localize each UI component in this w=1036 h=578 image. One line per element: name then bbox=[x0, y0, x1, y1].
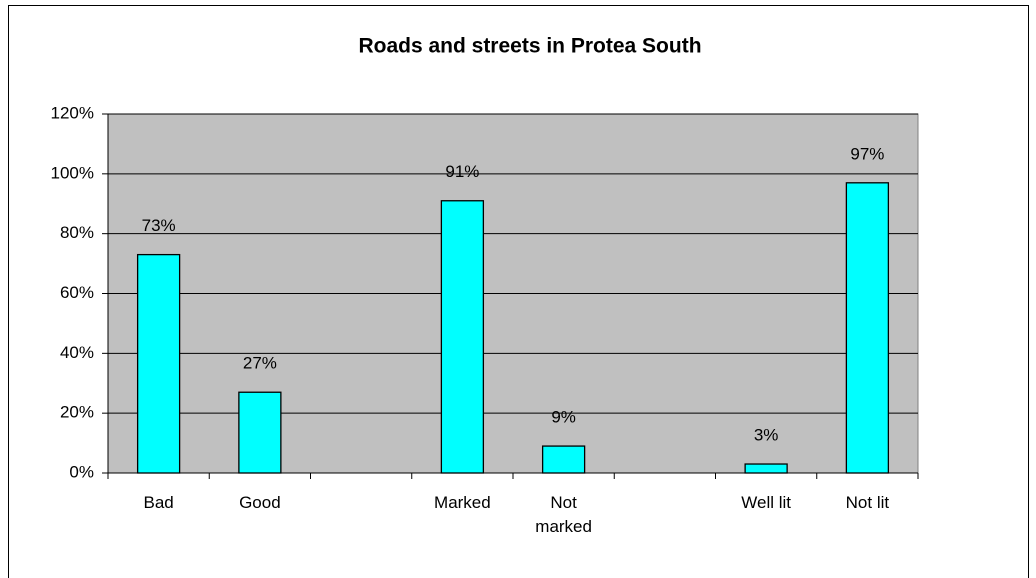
value-label: 73% bbox=[142, 216, 176, 235]
value-label: 97% bbox=[850, 144, 884, 163]
x-tick-label: Good bbox=[239, 493, 281, 512]
value-label: 91% bbox=[445, 162, 479, 181]
bar bbox=[541, 445, 586, 474]
x-tick-label: Not lit bbox=[845, 493, 890, 512]
x-tick-label: Marked bbox=[434, 493, 491, 512]
y-tick-label: 0% bbox=[69, 462, 94, 481]
y-tick-label: 120% bbox=[51, 103, 94, 122]
y-tick-label: 80% bbox=[60, 223, 94, 242]
bar bbox=[238, 391, 282, 474]
bar bbox=[440, 200, 485, 474]
chart-frame bbox=[8, 5, 1029, 578]
bar bbox=[136, 253, 181, 474]
y-tick-label: 40% bbox=[60, 343, 94, 362]
value-label: 9% bbox=[551, 408, 576, 427]
x-tick-label: Well lit bbox=[741, 493, 791, 512]
y-tick-label: 100% bbox=[51, 163, 94, 182]
bar bbox=[744, 463, 788, 474]
bar bbox=[845, 182, 890, 474]
y-tick-label: 20% bbox=[60, 403, 94, 422]
y-tick-label: 60% bbox=[60, 283, 94, 302]
x-tick-label: Bad bbox=[143, 493, 174, 512]
value-label: 27% bbox=[243, 354, 277, 373]
x-tick-label: Not marked bbox=[535, 493, 592, 536]
value-label: 3% bbox=[754, 426, 779, 445]
chart-title: Roads and streets in Protea South bbox=[358, 35, 701, 58]
